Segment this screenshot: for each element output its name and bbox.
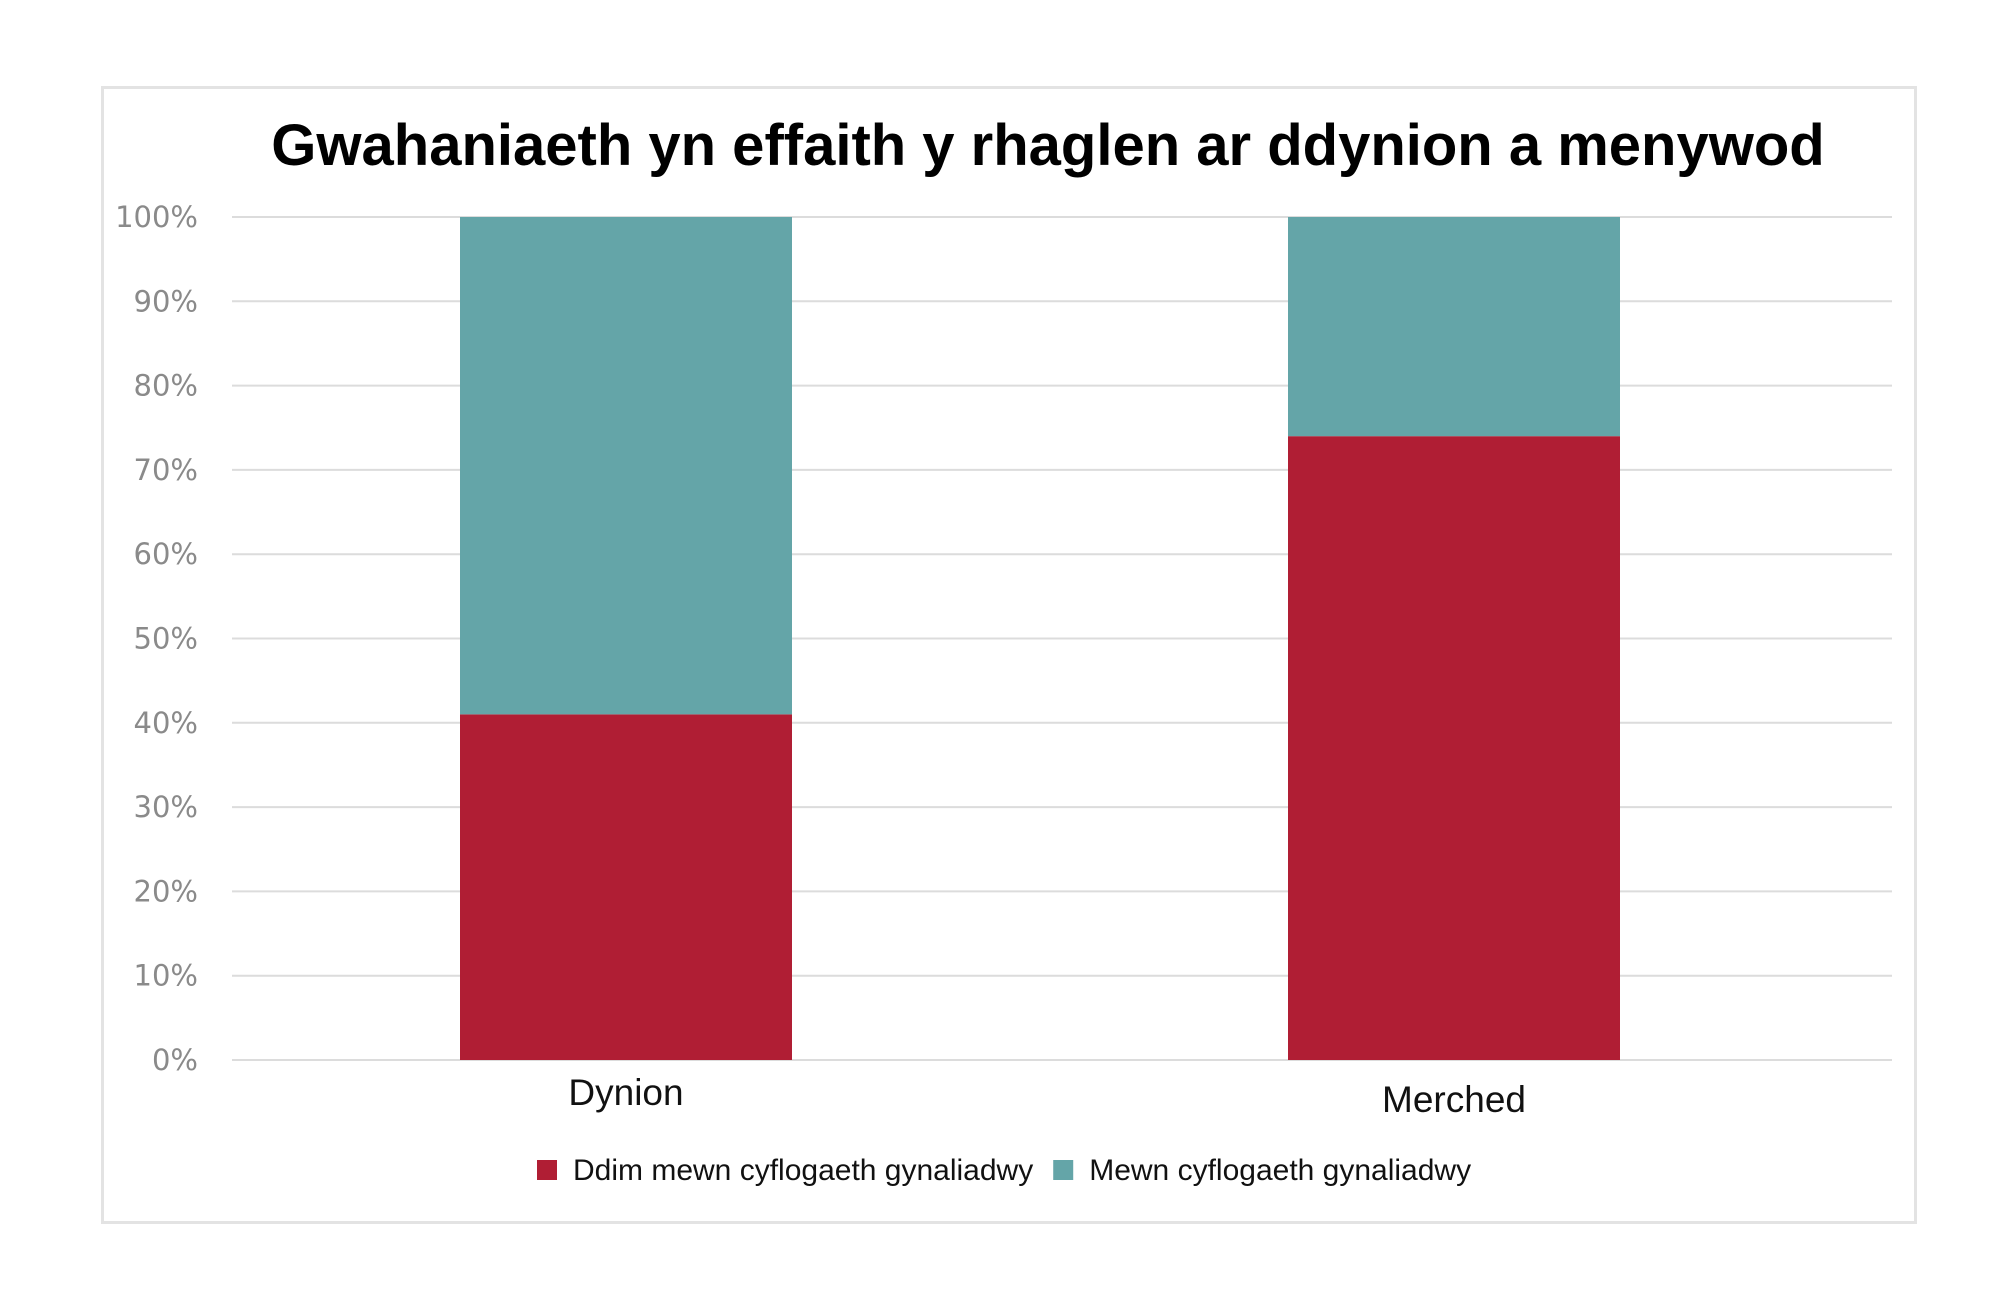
y-tick-label: 60%	[134, 537, 198, 571]
legend-swatch	[537, 1160, 557, 1180]
y-axis-ticks: 0% 10% 20% 30% 40% 50% 60% 70% 80% 90% 100%	[115, 200, 198, 1077]
x-category-label: Dynion	[568, 1072, 683, 1113]
bar-segment	[460, 217, 792, 715]
y-tick-label: 20%	[134, 874, 198, 908]
y-tick-label: 40%	[134, 706, 198, 740]
bar-segment	[460, 714, 792, 1060]
y-tick-label: 90%	[134, 284, 198, 318]
bar-segment	[1288, 436, 1620, 1060]
chart-title: Gwahaniaeth yn effaith y rhaglen ar ddyn…	[271, 113, 1825, 178]
y-tick-label: 100%	[115, 200, 198, 234]
legend: Ddim mewn cyflogaeth gynaliadwy Mewn cyfl…	[537, 1154, 1471, 1187]
y-tick-label: 30%	[134, 790, 198, 824]
bars	[460, 217, 1620, 1060]
legend-label: Ddim mewn cyflogaeth gynaliadwy	[573, 1154, 1033, 1187]
legend-label: Mewn cyflogaeth gynaliadwy	[1089, 1154, 1471, 1187]
x-axis-categories: Dynion Merched	[568, 1072, 1526, 1120]
x-category-label: Merched	[1382, 1079, 1526, 1120]
y-tick-label: 10%	[134, 959, 198, 993]
y-tick-label: 70%	[134, 453, 198, 487]
y-tick-label: 50%	[134, 622, 198, 656]
y-tick-label: 80%	[134, 369, 198, 403]
y-tick-label: 0%	[152, 1043, 198, 1077]
legend-swatch	[1053, 1160, 1074, 1180]
bar-segment	[1288, 217, 1620, 437]
